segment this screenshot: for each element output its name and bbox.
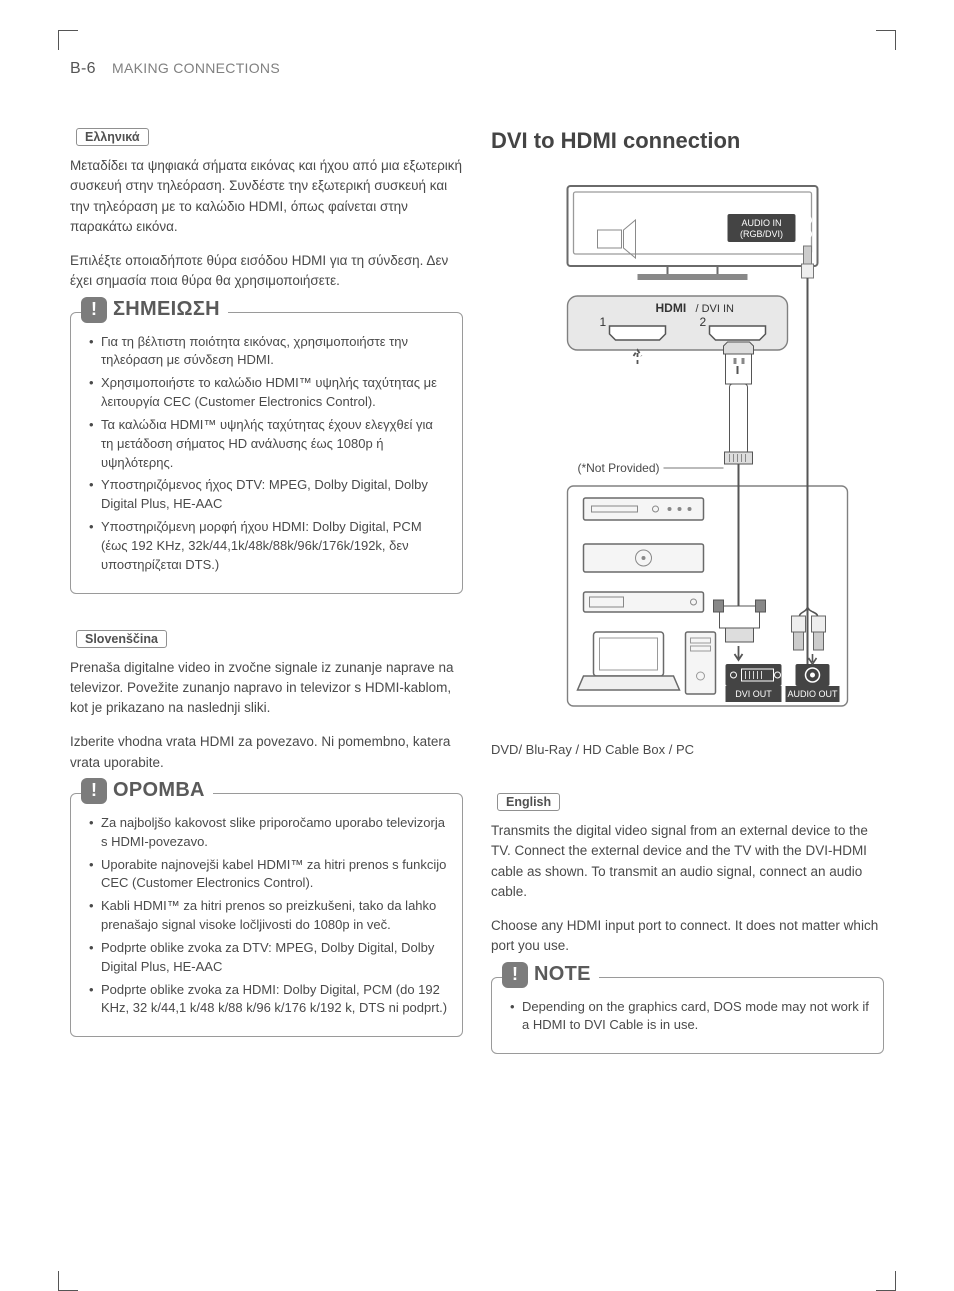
connection-diagram: AUDIO IN (RGB/DVI) HDMI / DVI IN 1 2 [491,176,884,736]
list-item: Kabli HDMI™ za hitri prenos so preizkuše… [89,897,448,935]
english-para2: Choose any HDMI input port to connect. I… [491,916,884,957]
list-item: Podprte oblike zvoka za HDMI: Dolby Digi… [89,981,448,1019]
list-item: Za najboljšo kakovost slike priporočamo … [89,814,448,852]
port-1-label: 1 [600,315,607,329]
crop-mark [876,1271,896,1291]
list-item: Υποστηριζόμενος ήχος DTV: MPEG, Dolby Di… [89,476,448,514]
list-item: Υποστηριζόμενη μορφή ήχου HDMI: Dolby Di… [89,518,448,575]
greek-note-list: Για τη βέλτιστη ποιότητα εικόνας, χρησιμ… [89,333,448,575]
list-item: Χρησιμοποιήστε το καλώδιο HDMI™ υψηλής τ… [89,374,448,412]
crop-mark [58,30,78,50]
crop-mark [58,1271,78,1291]
slovenian-note-box: ! OPOMBA Za najboljšo kakovost slike pri… [70,793,463,1037]
pc-tower-icon [686,632,716,694]
info-icon: ! [502,962,528,988]
two-column-layout: Ελληνικά Μεταδίδει τα ψηφιακά σήματα εικ… [70,128,884,1090]
audio-out-label: AUDIO OUT [787,689,838,699]
hdmi-plug [724,342,754,384]
tv-icon: AUDIO IN (RGB/DVI) [568,186,818,280]
note-title: NOTE [534,963,591,986]
page-number: B-6 [70,60,96,77]
note-title-wrap: ! OPOMBA [81,778,213,804]
page-section: MAKING CONNECTIONS [112,60,280,76]
slovenian-para1: Prenaša digitalne video in zvočne signal… [70,658,463,719]
output-panel [726,664,830,686]
info-icon: ! [81,778,107,804]
english-para1: Transmits the digital video signal from … [491,821,884,902]
lang-tag-greek: Ελληνικά [76,128,149,146]
bluray-icon [584,544,704,572]
hdmi-logo: HDMI [656,301,687,315]
audio-in-label: AUDIO IN [741,218,781,228]
dvi-out-label: DVI OUT [735,689,772,699]
dvi-hdmi-cable [725,384,753,464]
note-title: ΣΗΜΕΙΩΣΗ [113,298,220,321]
list-item: Τα καλώδια HDMI™ υψηλής ταχύτητας έχουν … [89,416,448,473]
laptop-icon [578,632,680,690]
page-header: B-6 MAKING CONNECTIONS [70,60,884,78]
greek-para1: Μεταδίδει τα ψηφιακά σήματα εικόνας και … [70,156,463,237]
english-note-box: ! NOTE Depending on the graphics card, D… [491,977,884,1055]
list-item: Depending on the graphics card, DOS mode… [510,998,869,1036]
svg-text:(RGB/DVI): (RGB/DVI) [740,229,783,239]
greek-note-box: ! ΣΗΜΕΙΩΣΗ Για τη βέλτιστη ποιότητα εικό… [70,312,463,594]
right-column: DVI to HDMI connection AUDIO IN (RGB/DV [491,128,884,1090]
crop-mark [876,30,896,50]
english-note-list: Depending on the graphics card, DOS mode… [510,998,869,1036]
lang-tag-english: English [497,793,560,811]
not-provided-label: (*Not Provided) [577,461,659,475]
greek-para2: Επιλέξτε οποιαδήποτε θύρα εισόδου HDMI γ… [70,251,463,292]
audio-plug-top [802,246,814,278]
list-item: Uporabite najnovejši kabel HDMI™ za hitr… [89,856,448,894]
left-column: Ελληνικά Μεταδίδει τα ψηφιακά σήματα εικ… [70,128,463,1090]
lang-tag-slovenian: Slovenščina [76,630,167,648]
port-panel: HDMI / DVI IN 1 2 [568,296,788,350]
list-item: Podprte oblike zvoka za DTV: MPEG, Dolby… [89,939,448,977]
note-title-wrap: ! NOTE [502,962,599,988]
dvi-in-label: / DVI IN [696,303,735,315]
port-2-label: 2 [700,315,707,329]
cablebox-icon [584,592,704,612]
diagram-caption: DVD/ Blu-Ray / HD Cable Box / PC [491,742,884,757]
list-item: Για τη βέλτιστη ποιότητα εικόνας, χρησιμ… [89,333,448,371]
dvi-plug [714,464,766,660]
info-icon: ! [81,297,107,323]
dvd-icon [584,498,704,520]
slovenian-para2: Izberite vhodna vrata HDMI za povezavo. … [70,732,463,773]
note-title: OPOMBA [113,779,205,802]
slovenian-note-list: Za najboljšo kakovost slike priporočamo … [89,814,448,1018]
section-heading: DVI to HDMI connection [491,128,884,154]
note-title-wrap: ! ΣΗΜΕΙΩΣΗ [81,297,228,323]
